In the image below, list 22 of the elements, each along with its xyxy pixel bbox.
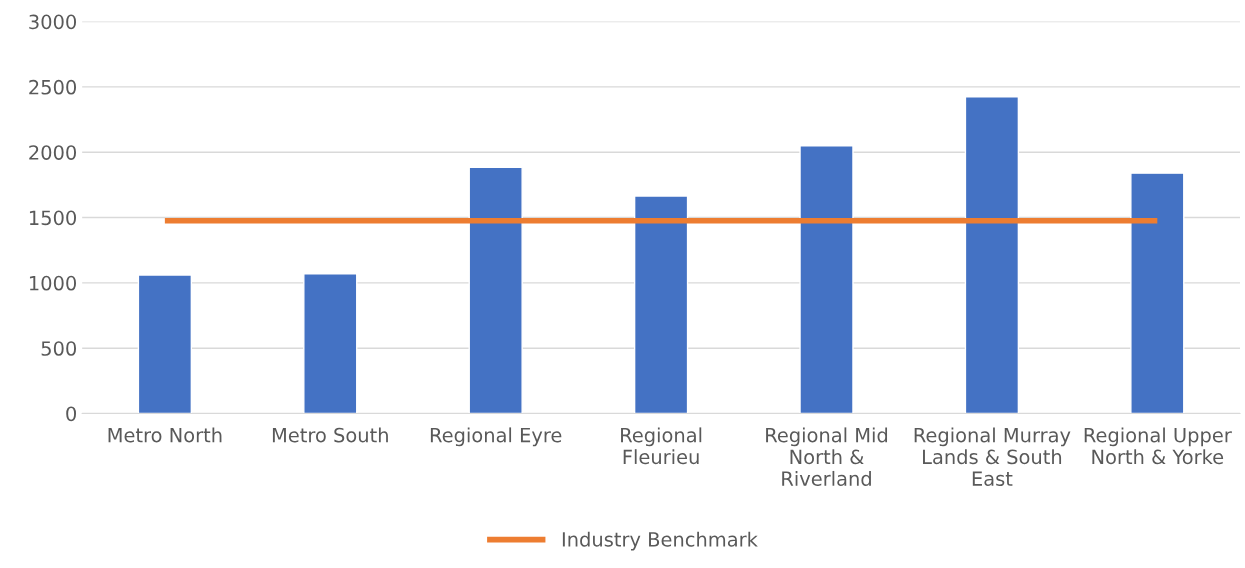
x-tick-label: Regional Mid North & Riverland <box>766 427 888 486</box>
y-tick-label: 0 <box>66 406 77 422</box>
legend-label: Industry Benchmark <box>562 531 758 551</box>
bar <box>303 273 358 414</box>
bar <box>468 166 523 414</box>
bar <box>964 96 1020 414</box>
x-tick-label: Metro North <box>108 427 222 443</box>
y-tick-label: 1500 <box>29 210 77 226</box>
y-tick-label: 3000 <box>29 14 77 30</box>
y-tick-label: 1000 <box>29 275 77 291</box>
bar <box>799 144 854 414</box>
x-tick-label: Regional Murray Lands & South East <box>914 427 1071 486</box>
bar <box>1130 172 1185 414</box>
y-tick-label: 500 <box>41 341 77 356</box>
bar <box>137 274 193 414</box>
bar <box>633 195 689 414</box>
x-tick-label: Regional Upper North & Yorke <box>1084 427 1232 465</box>
y-tick-label: 2500 <box>29 79 77 95</box>
y-tick-label: 2000 <box>29 145 77 160</box>
x-tick-label: Regional Fleurieu <box>621 427 702 465</box>
x-tick-label: Regional Eyre <box>430 427 562 447</box>
x-tick-label: Metro South <box>272 427 388 443</box>
